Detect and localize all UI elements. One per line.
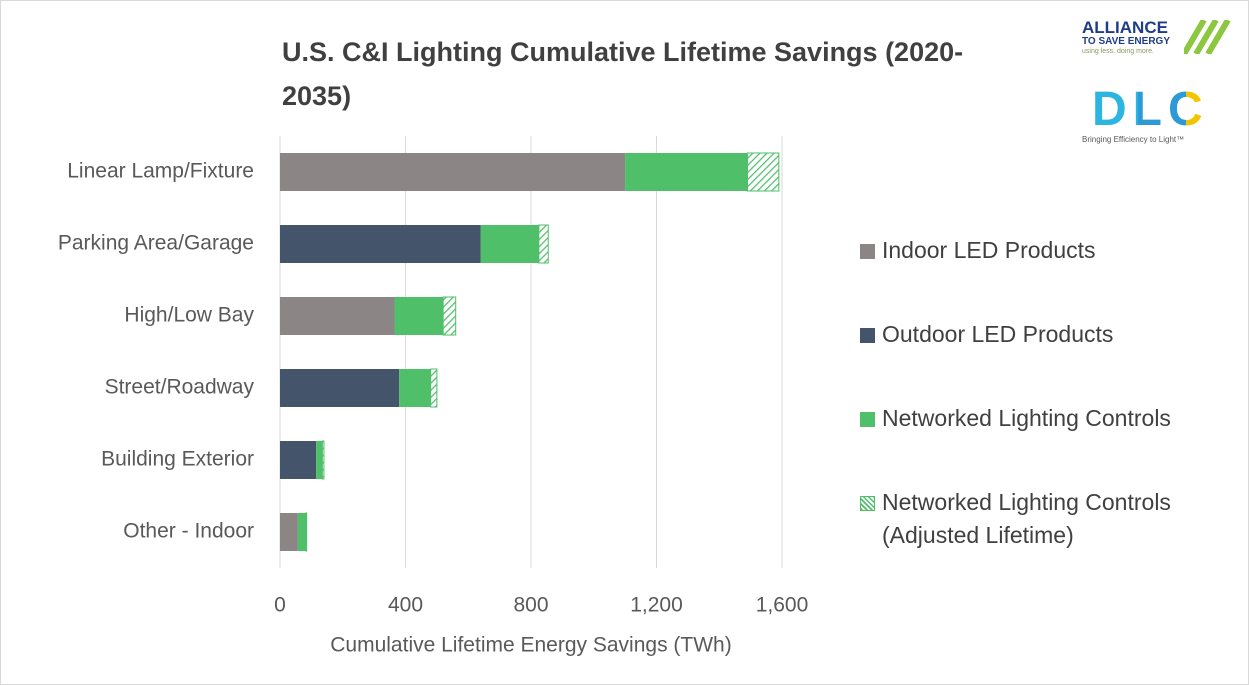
bar-segment (280, 297, 395, 335)
x-tick-label: 0 (274, 594, 286, 617)
bar-segment (394, 297, 444, 335)
bar-segment (280, 369, 400, 407)
logo-text: DLC (1082, 86, 1242, 134)
x-axis-label: Cumulative Lifetime Energy Savings (TWh) (330, 634, 731, 657)
legend-entry: Indoor LED Products (860, 234, 1240, 267)
x-tick-label: 400 (388, 594, 423, 617)
legend-swatch (860, 328, 875, 343)
legend-label: Outdoor LED Products (882, 321, 1114, 347)
legend-swatch (860, 244, 875, 259)
logo-text: TO SAVE ENERGY (1082, 36, 1170, 47)
logo-stripes (1184, 20, 1231, 54)
y-tick-label: Street/Roadway (105, 376, 255, 399)
y-tick-label: Linear Lamp/Fixture (67, 160, 254, 183)
bar-segment (321, 440, 325, 480)
x-tick-label: 1,200 (630, 594, 683, 617)
legend-swatch (860, 496, 875, 511)
bar-segment (280, 153, 626, 191)
bar-segment (442, 296, 457, 336)
legend-label: Indoor LED Products (882, 237, 1096, 263)
bar-segment (538, 224, 549, 264)
legend-swatch (860, 412, 875, 427)
y-tick-label: Building Exterior (101, 448, 254, 471)
y-tick-label: Other - Indoor (123, 520, 254, 543)
logo-text: ALLIANCE (1082, 18, 1168, 37)
alliance-logo: ALLIANCE TO SAVE ENERGY using less. doin… (1082, 18, 1242, 56)
logo-text: Bringing Efficiency to Light™ (1082, 135, 1185, 144)
x-tick-label: 800 (513, 594, 548, 617)
bar-segment (746, 152, 780, 192)
legend: Indoor LED Products Outdoor LED Products N… (860, 234, 1240, 603)
dlc-logo: DLC Bringing Efficiency to Light™ (1082, 86, 1242, 146)
bar-segment (280, 441, 317, 479)
bar-segment (399, 369, 431, 407)
x-tick-label: 1,600 (756, 594, 809, 617)
bar-segment (625, 153, 748, 191)
bar-segment (316, 441, 323, 479)
legend-entry: Outdoor LED Products (860, 318, 1240, 351)
legend-label: Networked Lighting Controls (Adjusted Li… (882, 489, 1171, 548)
chart-title: U.S. C&I Lighting Cumulative Lifetime Sa… (282, 37, 964, 111)
legend-label: Networked Lighting Controls (882, 405, 1171, 431)
legend-entry: Networked Lighting Controls (860, 402, 1240, 435)
bar-segment (480, 225, 539, 263)
bar-segment (297, 513, 306, 551)
grid (279, 136, 783, 568)
logo-text: using less. doing more. (1082, 48, 1154, 55)
bar-segment (305, 512, 308, 552)
bar-segment (280, 225, 481, 263)
y-tick-label: Parking Area/Garage (58, 232, 254, 255)
legend-entry: Networked Lighting Controls (Adjusted Li… (860, 486, 1240, 552)
bar-segment (430, 368, 438, 408)
bar-segment (280, 513, 298, 551)
y-tick-label: High/Low Bay (124, 304, 254, 327)
